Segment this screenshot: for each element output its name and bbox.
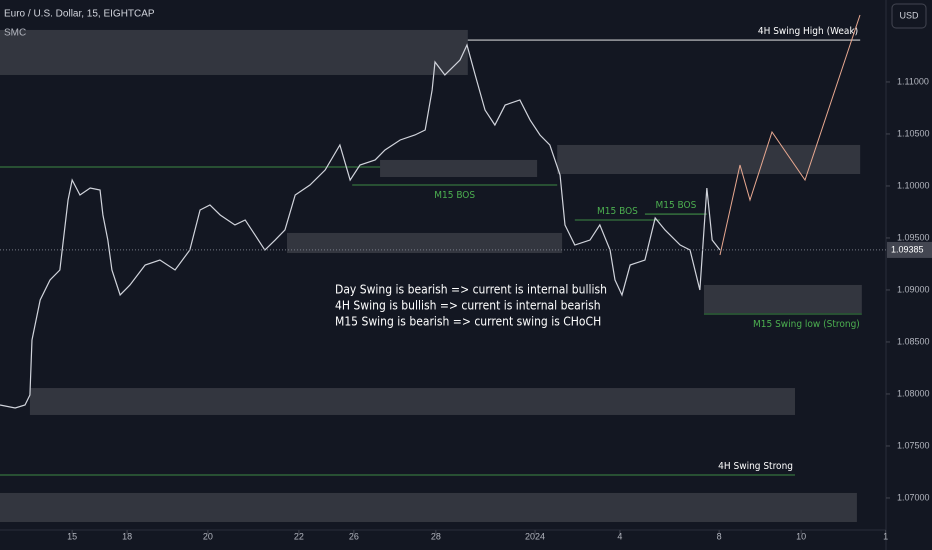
y-tick-label: 1.09000 — [897, 284, 930, 294]
zone — [287, 232, 563, 254]
x-tick-label: 18 — [122, 531, 132, 541]
y-tick-label: 1.07000 — [897, 492, 930, 502]
level-label: 4H Swing Strong — [718, 461, 793, 472]
chart-subtitle: SMC — [4, 28, 26, 39]
x-tick-label: 4 — [617, 531, 622, 541]
zone — [0, 29, 468, 75]
zone — [380, 159, 538, 178]
y-tick-label: 1.11000 — [897, 76, 929, 86]
price-line — [0, 43, 721, 409]
x-tick-label: 10 — [796, 531, 806, 541]
x-tick-label: 8 — [717, 531, 722, 541]
level-label: M15 BOS — [655, 200, 696, 211]
level-label: M15 BOS — [597, 206, 638, 217]
zone — [0, 492, 857, 522]
y-tick-label: 1.10000 — [897, 180, 930, 190]
notes: Day Swing is bearish => current is inter… — [335, 283, 607, 329]
note: 4H Swing is bullish => current is intern… — [335, 299, 601, 313]
levels: 4H Swing High (Weak) M15 BOS M15 BOS M15 BO… — [0, 26, 862, 476]
last-price-label: 1.09385 — [891, 244, 924, 254]
x-tick-label: 28 — [431, 531, 441, 541]
zones — [0, 29, 862, 522]
currency-label[interactable]: USD — [899, 10, 919, 20]
y-tick-label: 1.07500 — [897, 440, 930, 450]
y-tick-label: 1.09500 — [897, 232, 930, 242]
x-tick-label: 20 — [203, 531, 213, 541]
y-tick-label: 1.10500 — [897, 128, 930, 138]
currency-button[interactable] — [891, 3, 927, 29]
level-label: M15 BOS — [434, 190, 475, 201]
x-tick-label: 26 — [349, 531, 359, 541]
level-label: M15 Swing low (Strong) — [753, 319, 860, 330]
level-label: 4H Swing High (Weak) — [758, 26, 858, 37]
zone — [29, 388, 795, 415]
projection-path — [719, 14, 861, 256]
axes: 1.07000 1.07500 1.08000 1.08500 1.09000 1.095… — [0, 76, 932, 541]
note: Day Swing is bearish => current is inter… — [335, 283, 607, 297]
y-tick-label: 1.08000 — [897, 388, 930, 398]
zone — [557, 144, 861, 174]
zone — [703, 284, 862, 314]
x-tick-label: 15 — [67, 531, 77, 541]
x-tick-label: 22 — [294, 531, 304, 541]
x-tick-label: 2024 — [525, 531, 545, 541]
last-price-tag — [887, 241, 932, 258]
chart-title: Euro / U.S. Dollar, 15, EIGHTCAP — [4, 9, 155, 20]
x-tick-label: 1 — [883, 531, 888, 541]
y-tick-label: 1.08500 — [897, 336, 930, 346]
note: M15 Swing is bearish => current swing is… — [335, 315, 601, 329]
price — [0, 43, 721, 409]
